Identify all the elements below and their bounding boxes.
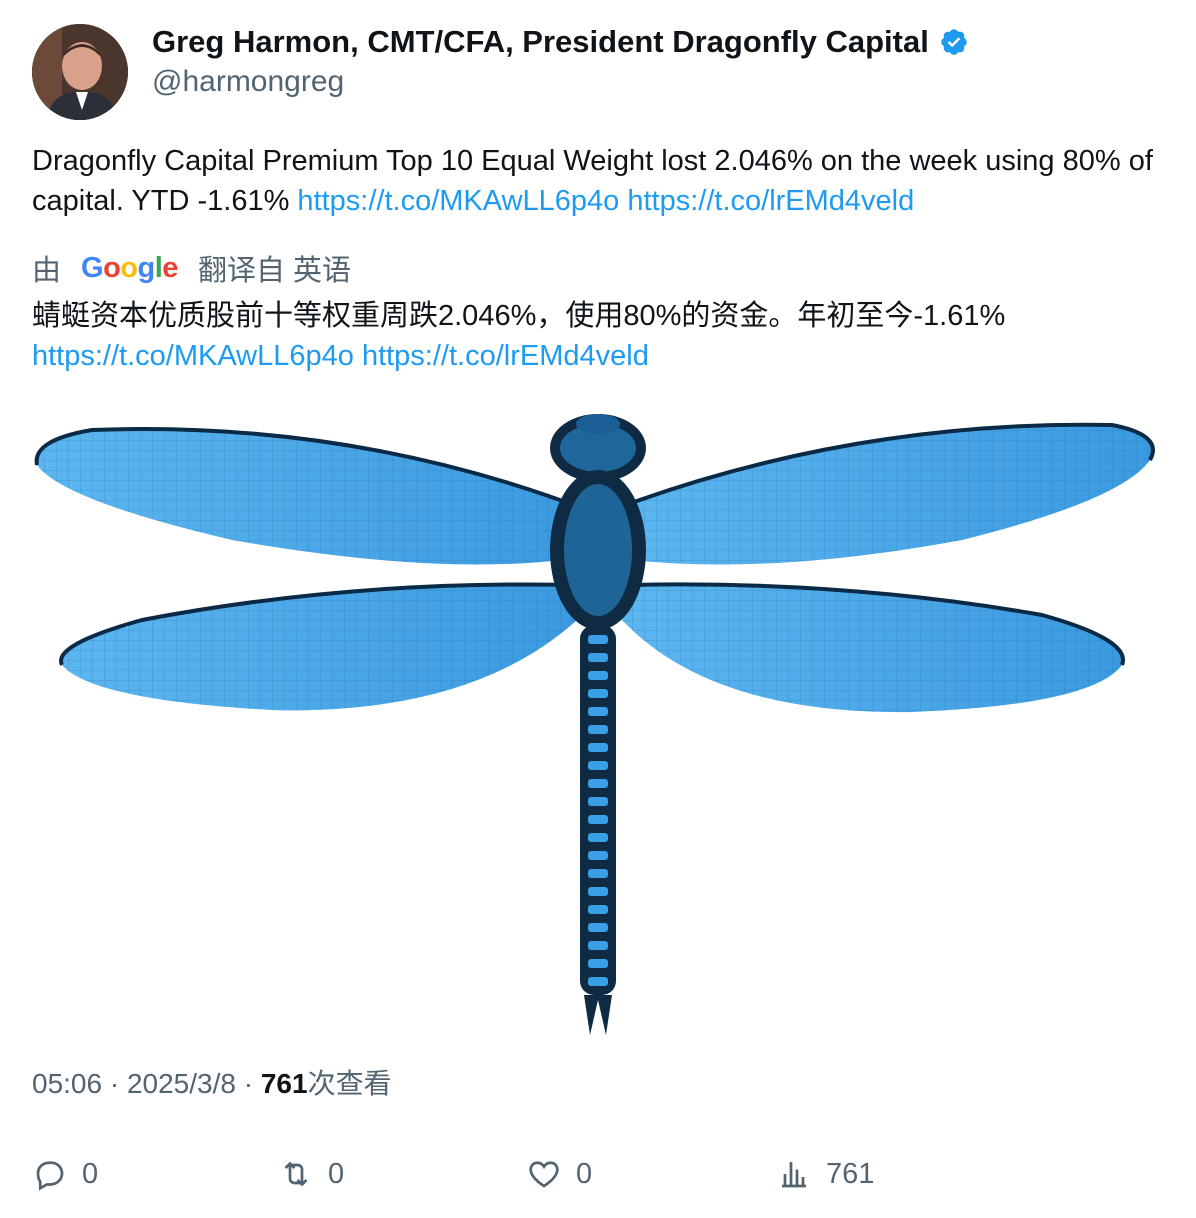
abdomen-segment bbox=[588, 887, 608, 896]
abdomen-segment bbox=[588, 869, 608, 878]
retweet-count: 0 bbox=[328, 1157, 345, 1190]
views-button[interactable]: 761 bbox=[776, 1150, 874, 1198]
tweet-link-1[interactable]: https://t.co/MKAwLL6p4o bbox=[297, 185, 620, 217]
google-logo-letter: G bbox=[81, 251, 104, 284]
abdomen-segment bbox=[588, 707, 608, 716]
abdomen-segment bbox=[588, 851, 608, 860]
translation-attribution[interactable]: 由 Google 翻译自 英语 bbox=[32, 246, 351, 290]
tweet-time[interactable]: 05:06 bbox=[32, 1068, 103, 1099]
abdomen-segment bbox=[588, 779, 608, 788]
reply-count: 0 bbox=[82, 1157, 99, 1190]
author-name[interactable]: Greg Harmon, CMT/CFA, President Dragonfl… bbox=[152, 22, 969, 62]
tweet-image[interactable] bbox=[32, 400, 1164, 1040]
abdomen-segment bbox=[588, 905, 608, 914]
translated-text: 蜻蜓资本优质股前十等权重周跌2.046%，使用80%的资金。年初至今-1.61%… bbox=[32, 296, 1172, 376]
abdomen-segment bbox=[588, 635, 608, 644]
like-count: 0 bbox=[576, 1157, 593, 1190]
tweet-date[interactable]: 2025/3/8 bbox=[126, 1068, 236, 1099]
abdomen-segment bbox=[588, 959, 608, 968]
abdomen-segment bbox=[588, 797, 608, 806]
tweet-body: Dragonfly Capital Premium Top 10 Equal W… bbox=[32, 145, 1153, 217]
tweet-meta: 05:06 · 2025/3/8 · 761次查看 bbox=[32, 1068, 392, 1099]
reply-icon bbox=[36, 1161, 64, 1191]
like-icon bbox=[529, 1161, 559, 1188]
like-button[interactable]: 0 bbox=[526, 1150, 592, 1198]
view-count: 761 bbox=[260, 1068, 308, 1099]
author-name-text[interactable]: Greg Harmon, CMT/CFA, President Dragonfl… bbox=[152, 24, 929, 59]
translation-prefix: 由 bbox=[32, 255, 62, 287]
abdomen-segment bbox=[588, 977, 608, 986]
reply-button[interactable]: 0 bbox=[32, 1150, 98, 1198]
view-label: 次查看 bbox=[307, 1068, 392, 1099]
translated-link-2[interactable]: https://t.co/lrEMd4veld bbox=[361, 340, 649, 372]
abdomen-segment bbox=[588, 671, 608, 680]
abdomen-segment bbox=[588, 941, 608, 950]
abdomen-segment bbox=[588, 653, 608, 662]
views-count: 761 bbox=[826, 1157, 875, 1190]
google-logo: Google bbox=[81, 252, 178, 285]
dragonfly-illustration bbox=[34, 414, 1155, 1035]
abdomen-segment bbox=[588, 743, 608, 752]
translated-body: 蜻蜓资本优质股前十等权重周跌2.046%，使用80%的资金。年初至今-1.61% bbox=[32, 300, 1006, 332]
abdomen-segment bbox=[588, 923, 608, 932]
abdomen-segment bbox=[588, 725, 608, 734]
abdomen-segment bbox=[588, 833, 608, 842]
avatar[interactable] bbox=[32, 24, 128, 120]
google-logo-letter: g bbox=[137, 251, 156, 284]
google-logo-letter: o bbox=[120, 251, 138, 284]
retweet-icon bbox=[284, 1161, 308, 1187]
retweet-button[interactable]: 0 bbox=[278, 1150, 344, 1198]
views-icon bbox=[782, 1162, 806, 1188]
tweet-text: Dragonfly Capital Premium Top 10 Equal W… bbox=[32, 141, 1172, 221]
google-logo-letter: o bbox=[103, 251, 121, 284]
action-bar: 0 0 0 761 bbox=[32, 1150, 1164, 1198]
google-logo-letter: l bbox=[154, 251, 163, 284]
verified-badge-icon bbox=[941, 29, 967, 55]
abdomen-segment bbox=[588, 689, 608, 698]
abdomen-segment bbox=[588, 815, 608, 824]
author-handle[interactable]: @harmongreg bbox=[152, 65, 345, 98]
abdomen-segment bbox=[588, 761, 608, 770]
translation-suffix: 翻译自 英语 bbox=[197, 255, 351, 287]
translated-link-1[interactable]: https://t.co/MKAwLL6p4o bbox=[32, 340, 354, 372]
tweet-link-2[interactable]: https://t.co/lrEMd4veld bbox=[627, 185, 915, 217]
google-logo-letter: e bbox=[162, 251, 178, 284]
